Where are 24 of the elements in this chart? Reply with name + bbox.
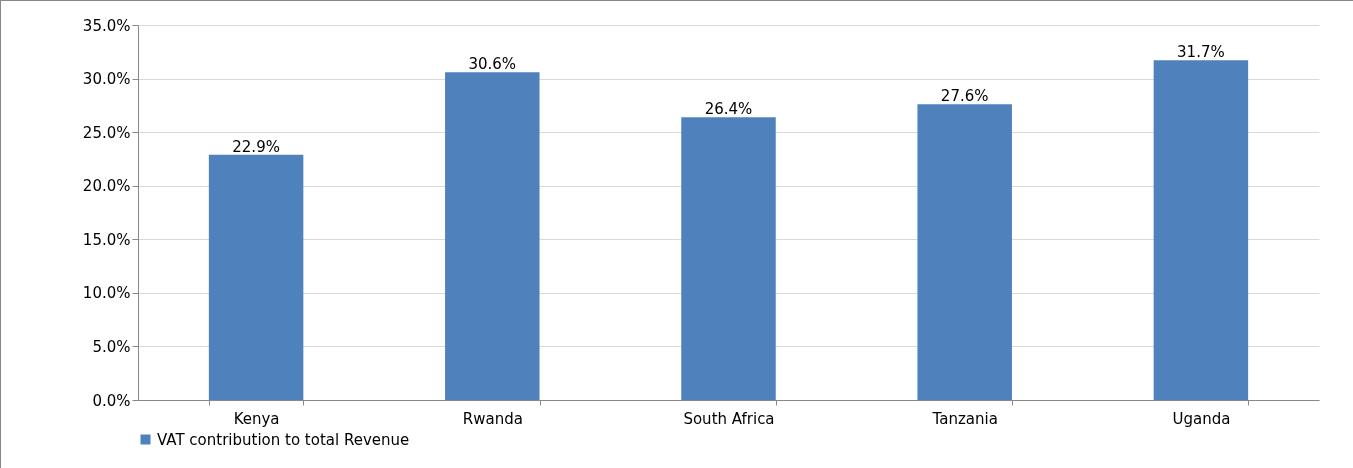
y-tick-label: 20.0% — [82, 177, 131, 196]
bar — [1153, 60, 1249, 400]
y-tick-label: 10.0% — [82, 284, 131, 303]
x-tick-label: Tanzania — [931, 409, 998, 428]
y-tick-label: 0.0% — [92, 391, 131, 410]
data-label: 22.9% — [232, 137, 280, 156]
legend-label: VAT contribution to total Revenue — [157, 430, 410, 449]
y-tick-label: 5.0% — [92, 337, 131, 356]
x-tick-label: South Africa — [683, 409, 775, 428]
data-label: 31.7% — [1177, 43, 1225, 62]
data-label: 30.6% — [468, 55, 517, 74]
x-tick-label: Rwanda — [462, 409, 523, 428]
x-tick-label: Kenya — [233, 409, 280, 428]
y-tick-label: 15.0% — [82, 230, 131, 249]
y-tick-label: 30.0% — [82, 70, 131, 89]
data-label: 26.4% — [704, 100, 753, 119]
x-tick-label: Uganda — [1172, 409, 1231, 428]
bar — [917, 104, 1012, 400]
bar — [445, 72, 540, 400]
bar — [208, 154, 304, 400]
data-label: 27.6% — [940, 87, 989, 106]
y-tick-label: 35.0% — [82, 16, 131, 35]
y-tick-label: 25.0% — [82, 123, 131, 142]
bar — [681, 117, 776, 400]
